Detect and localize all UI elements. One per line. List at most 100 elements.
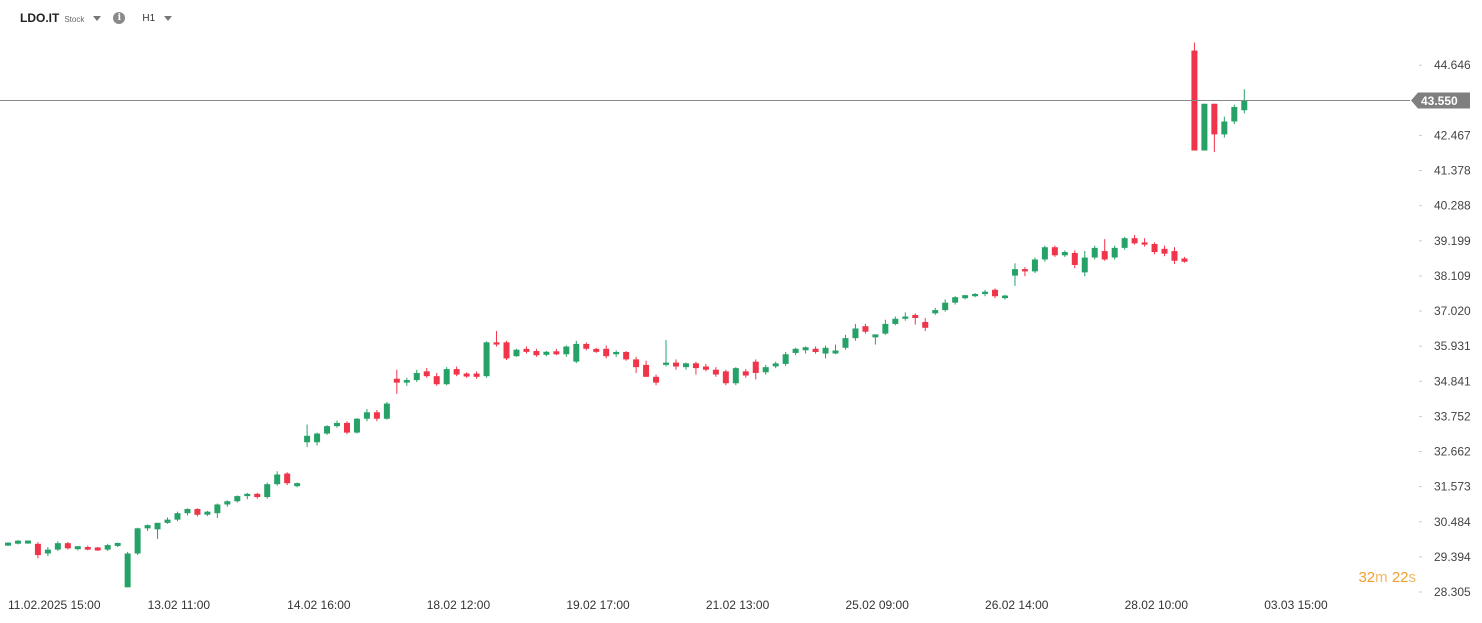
candle[interactable]: [852, 323, 859, 341]
candle[interactable]: [722, 369, 729, 386]
candle[interactable]: [1121, 236, 1128, 250]
candle[interactable]: [792, 347, 799, 356]
candle[interactable]: [184, 508, 191, 516]
candle[interactable]: [663, 340, 670, 367]
candle[interactable]: [44, 547, 51, 557]
candle[interactable]: [284, 472, 291, 486]
candle[interactable]: [633, 356, 640, 373]
candle[interactable]: [124, 551, 131, 588]
candle[interactable]: [712, 367, 719, 377]
candle[interactable]: [214, 503, 221, 519]
candle[interactable]: [194, 508, 201, 517]
candle[interactable]: [862, 323, 869, 334]
info-icon[interactable]: i: [113, 12, 126, 24]
candle[interactable]: [1171, 247, 1178, 264]
candle[interactable]: [603, 345, 610, 359]
candle[interactable]: [174, 511, 181, 522]
candle[interactable]: [682, 362, 689, 370]
candle[interactable]: [563, 345, 570, 357]
candle[interactable]: [802, 346, 809, 354]
candle[interactable]: [1061, 250, 1068, 257]
candle[interactable]: [343, 421, 350, 435]
candle[interactable]: [353, 418, 360, 434]
candle[interactable]: [14, 539, 21, 545]
candle[interactable]: [533, 348, 540, 357]
candle[interactable]: [204, 510, 211, 517]
candle[interactable]: [1051, 245, 1058, 257]
candle[interactable]: [992, 288, 999, 299]
candle[interactable]: [772, 361, 779, 369]
candle[interactable]: [1081, 251, 1088, 277]
candle[interactable]: [314, 432, 321, 446]
candle[interactable]: [304, 424, 311, 448]
candle[interactable]: [423, 368, 430, 378]
candle[interactable]: [244, 492, 251, 500]
candle[interactable]: [94, 547, 101, 551]
candle[interactable]: [363, 409, 370, 422]
candle[interactable]: [34, 542, 41, 559]
candle[interactable]: [553, 348, 560, 356]
candle[interactable]: [812, 346, 819, 354]
candle[interactable]: [752, 359, 759, 380]
candle[interactable]: [1151, 242, 1158, 255]
candle[interactable]: [493, 331, 500, 347]
candle[interactable]: [672, 359, 679, 370]
candle[interactable]: [74, 546, 81, 551]
candle[interactable]: [413, 369, 420, 382]
candle[interactable]: [1241, 89, 1248, 114]
candle[interactable]: [224, 500, 231, 507]
candle[interactable]: [1091, 245, 1098, 260]
candle[interactable]: [54, 541, 61, 551]
candle[interactable]: [882, 319, 889, 335]
candle[interactable]: [234, 495, 241, 503]
candle[interactable]: [1131, 234, 1138, 245]
candle[interactable]: [1071, 250, 1078, 269]
candle[interactable]: [393, 369, 400, 394]
candle[interactable]: [463, 372, 470, 378]
candle[interactable]: [1141, 238, 1148, 247]
candle[interactable]: [84, 545, 91, 551]
candle[interactable]: [523, 346, 530, 354]
candle[interactable]: [912, 313, 919, 325]
timeframe-dropdown-chevron-icon[interactable]: [164, 15, 173, 21]
candle[interactable]: [543, 351, 550, 357]
candle[interactable]: [1201, 103, 1208, 151]
candle[interactable]: [154, 522, 161, 539]
candle[interactable]: [872, 334, 879, 345]
candle[interactable]: [962, 294, 969, 300]
candle[interactable]: [64, 541, 71, 550]
candle[interactable]: [782, 351, 789, 366]
candle[interactable]: [932, 307, 939, 315]
candle[interactable]: [104, 543, 111, 551]
candle[interactable]: [164, 517, 171, 524]
candle[interactable]: [1211, 103, 1218, 153]
candle[interactable]: [334, 420, 341, 428]
symbol-dropdown-chevron-icon[interactable]: [93, 15, 102, 21]
candle[interactable]: [1101, 239, 1108, 261]
candle[interactable]: [1231, 104, 1238, 125]
candle[interactable]: [24, 540, 31, 544]
candle[interactable]: [134, 527, 141, 556]
candle[interactable]: [453, 366, 460, 377]
candle[interactable]: [1002, 294, 1008, 300]
timeframe-label[interactable]: H1: [142, 12, 156, 24]
candle[interactable]: [383, 401, 390, 420]
candle[interactable]: [702, 363, 709, 372]
candle[interactable]: [692, 361, 699, 375]
candle[interactable]: [583, 342, 590, 351]
candle[interactable]: [373, 410, 380, 422]
candle[interactable]: [573, 340, 580, 364]
candle[interactable]: [942, 299, 949, 312]
candle[interactable]: [1031, 257, 1038, 274]
candle[interactable]: [5, 542, 11, 546]
time-axis[interactable]: 11.02.2025 15:00 13.02 11:00 14.02 16:00 18…: [8, 598, 1328, 612]
candle[interactable]: [732, 367, 739, 386]
symbol-name[interactable]: LDO.IT: [20, 11, 60, 25]
candle[interactable]: [892, 316, 899, 326]
candle[interactable]: [1021, 267, 1028, 277]
candle[interactable]: [513, 348, 520, 357]
candle[interactable]: [613, 350, 620, 357]
candle[interactable]: [623, 351, 630, 361]
candle[interactable]: [742, 369, 749, 378]
